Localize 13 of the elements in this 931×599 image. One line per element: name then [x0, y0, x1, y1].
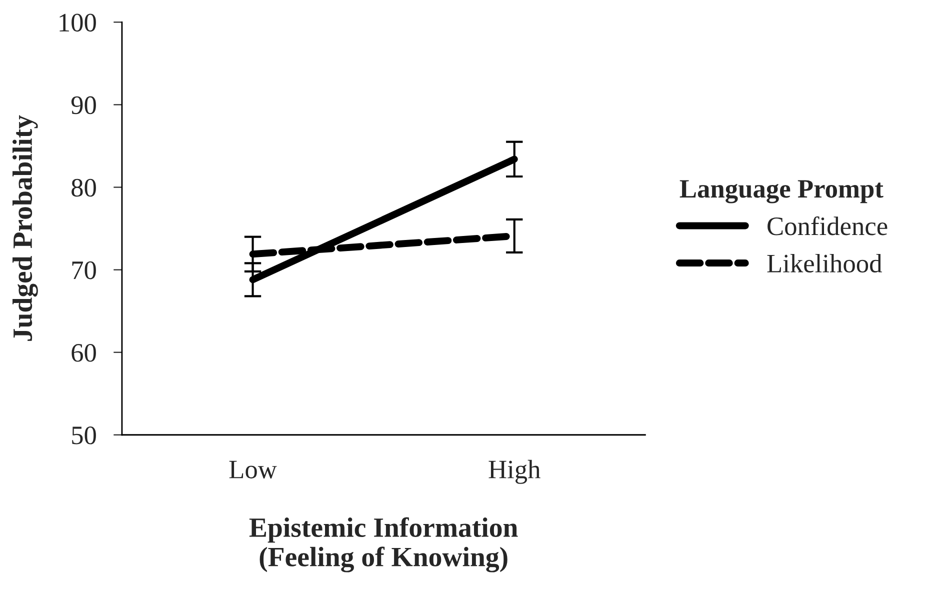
- y-tick-label: 60: [72, 344, 96, 362]
- y-tick-label: 80: [72, 178, 96, 197]
- x-axis-title: Epistemic Information (Feeling of Knowing): [249, 517, 518, 572]
- y-tick-label: 70: [72, 261, 96, 280]
- y-tick-label: 50: [72, 426, 96, 444]
- x-tick-label: Low: [229, 460, 277, 478]
- legend-label: Likelihood: [767, 254, 882, 273]
- legend-label: Confidence: [768, 216, 888, 236]
- y-axis-title: Judged Probability: [12, 115, 38, 341]
- y-tick-label: 100: [60, 14, 96, 32]
- legend-title: Language Prompt: [680, 180, 884, 204]
- x-tick-label: High: [488, 460, 540, 484]
- y-tick-label: 90: [71, 96, 96, 114]
